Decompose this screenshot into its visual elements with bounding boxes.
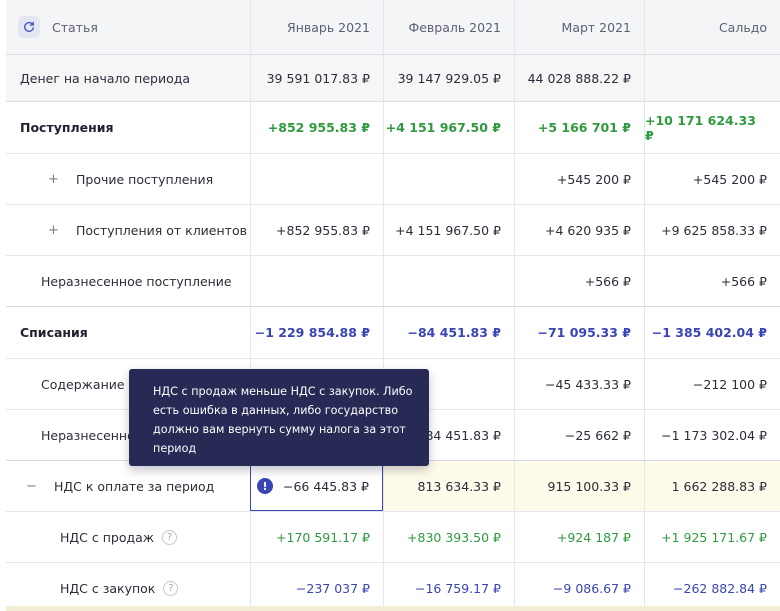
start-balance-feb: 39 147 929.05 ₽	[383, 55, 514, 101]
header-column-feb[interactable]: Февраль 2021	[383, 0, 514, 54]
start-balance-label: Денег на начало периода	[20, 70, 191, 86]
value-mar: −45 433.33 ₽	[514, 359, 644, 409]
income-group-label: Поступления	[20, 120, 114, 135]
value-jan	[250, 256, 383, 306]
header-article-label: Статья	[52, 19, 98, 35]
header-column-mar[interactable]: Март 2021	[514, 0, 644, 54]
expand-icon[interactable]: +	[48, 222, 59, 238]
value-jan: +852 955.83 ₽	[250, 205, 383, 255]
expenses-feb: −84 451.83 ₽	[383, 307, 514, 358]
start-balance-total	[644, 55, 780, 101]
table-header: Статья Январь 2021 Февраль 2021 Март 202…	[6, 0, 780, 55]
value-feb	[383, 154, 514, 204]
value-jan: −237 037 ₽	[250, 563, 383, 611]
vat-label-cell: − НДС к оплате за период	[6, 461, 250, 511]
row-label: Поступления от клиентов	[76, 222, 247, 238]
value-mar: +924 187 ₽	[514, 512, 644, 562]
warning-icon[interactable]: !	[256, 478, 273, 494]
row-label-cell: + Поступления от клиентов	[6, 205, 250, 255]
value-total: −262 882.84 ₽	[644, 563, 780, 611]
start-balance-mar: 44 028 888.22 ₽	[514, 55, 644, 101]
vat-label: НДС к оплате за период	[54, 478, 215, 494]
vat-mar: 915 100.33 ₽	[514, 461, 644, 511]
expenses-total: −1 385 402.04 ₽	[644, 307, 780, 358]
expenses-jan: −1 229 854.88 ₽	[250, 307, 383, 358]
value-mar: −9 086.67 ₽	[514, 563, 644, 611]
income-jan: +852 955.83 ₽	[250, 102, 383, 153]
value-feb: −16 759.17 ₽	[383, 563, 514, 611]
value-total: +1 925 171.67 ₽	[644, 512, 780, 562]
table-row[interactable]: + Прочие поступления +545 200 ₽ +545 200…	[6, 154, 780, 205]
value-feb	[383, 256, 514, 306]
refresh-button[interactable]	[18, 16, 40, 38]
value-mar: +566 ₽	[514, 256, 644, 306]
value-jan	[250, 154, 383, 204]
cashflow-table: Статья Январь 2021 Февраль 2021 Март 202…	[6, 0, 780, 611]
expand-icon[interactable]: +	[48, 171, 59, 187]
vat-payable-row[interactable]: − НДС к оплате за период ! −66 445.83 ₽ …	[6, 461, 780, 512]
table-row[interactable]: НДС с закупок ? −237 037 ₽ −16 759.17 ₽ …	[6, 563, 780, 611]
table-row[interactable]: Неразнесенно −84 451.83 ₽ −25 662 ₽ −1 1…	[6, 410, 780, 461]
vat-feb: 813 634.33 ₽	[383, 461, 514, 511]
vat-jan-cell[interactable]: ! −66 445.83 ₽	[250, 461, 383, 511]
income-feb: +4 151 967.50 ₽	[383, 102, 514, 153]
row-label: НДС с закупок	[60, 580, 156, 596]
start-balance-jan: 39 591 017.83 ₽	[250, 55, 383, 101]
row-label-cell: НДС с продаж ?	[6, 512, 250, 562]
help-icon[interactable]: ?	[163, 580, 179, 596]
table-row[interactable]: НДС с продаж ? +170 591.17 ₽ +830 393.50…	[6, 512, 780, 563]
row-label-cell: + Прочие поступления	[6, 154, 250, 204]
header-column-balance[interactable]: Сальдо	[644, 0, 780, 54]
value-total: +545 200 ₽	[644, 154, 780, 204]
expenses-group-label: Списания	[20, 325, 88, 340]
row-label: Прочие поступления	[76, 171, 214, 187]
value-total: −1 173 302.04 ₽	[644, 410, 780, 460]
value-feb: +4 151 967.50 ₽	[383, 205, 514, 255]
vat-jan-value: −66 445.83 ₽	[282, 478, 369, 494]
help-icon[interactable]: ?	[162, 529, 178, 545]
vat-warning-tooltip: НДС с продаж меньше НДС с закупок. Либо …	[129, 369, 429, 466]
value-total: −212 100 ₽	[644, 359, 780, 409]
value-mar: −25 662 ₽	[514, 410, 644, 460]
value-jan: +170 591.17 ₽	[250, 512, 383, 562]
header-article-cell: Статья	[6, 0, 250, 54]
row-label-cell: НДС с закупок ?	[6, 563, 250, 611]
start-balance-row: Денег на начало периода 39 591 017.83 ₽ …	[6, 55, 780, 102]
vat-total: 1 662 288.83 ₽	[644, 461, 780, 511]
collapse-icon[interactable]: −	[26, 478, 37, 494]
expenses-group-row[interactable]: Списания −1 229 854.88 ₽ −84 451.83 ₽ −7…	[6, 307, 780, 359]
next-row-strip	[6, 606, 780, 611]
row-label: Содержание с	[41, 376, 136, 392]
income-mar: +5 166 701 ₽	[514, 102, 644, 153]
value-mar: +4 620 935 ₽	[514, 205, 644, 255]
value-feb: +830 393.50 ₽	[383, 512, 514, 562]
row-label: Неразнесенное поступление	[41, 273, 232, 289]
expenses-mar: −71 095.33 ₽	[514, 307, 644, 358]
value-mar: +545 200 ₽	[514, 154, 644, 204]
value-total: +566 ₽	[644, 256, 780, 306]
row-label: Неразнесенно	[41, 427, 135, 443]
income-total: +10 171 624.33 ₽	[644, 102, 780, 153]
table-row[interactable]: + Поступления от клиентов +852 955.83 ₽ …	[6, 205, 780, 256]
income-group-row[interactable]: Поступления +852 955.83 ₽ +4 151 967.50 …	[6, 102, 780, 154]
table-row[interactable]: Неразнесенное поступление +566 ₽ +566 ₽	[6, 256, 780, 307]
value-total: +9 625 858.33 ₽	[644, 205, 780, 255]
header-column-jan[interactable]: Январь 2021	[250, 0, 383, 54]
refresh-icon	[24, 21, 35, 32]
row-label: НДС с продаж	[60, 529, 155, 545]
